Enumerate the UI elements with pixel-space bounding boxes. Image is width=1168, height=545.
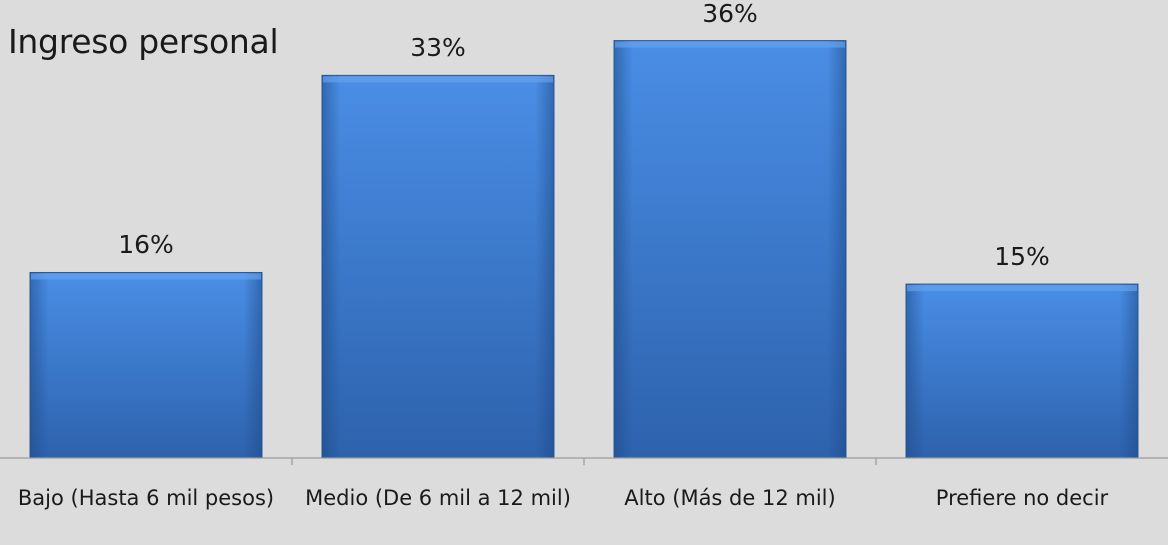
data-label: 36% — [702, 0, 758, 28]
data-label: 16% — [118, 230, 174, 260]
data-label: 33% — [410, 33, 466, 63]
bar — [613, 40, 847, 459]
chart-title: Ingreso personal — [8, 22, 279, 61]
bar — [905, 283, 1139, 459]
category-label: Alto (Más de 12 mil) — [624, 486, 836, 510]
bar — [321, 74, 555, 459]
data-label: 15% — [994, 242, 1050, 272]
category-label: Prefiere no decir — [935, 486, 1109, 510]
category-label: Bajo (Hasta 6 mil pesos) — [17, 486, 275, 510]
bar — [29, 271, 263, 459]
category-label: Medio (De 6 mil a 12 mil) — [305, 486, 571, 510]
